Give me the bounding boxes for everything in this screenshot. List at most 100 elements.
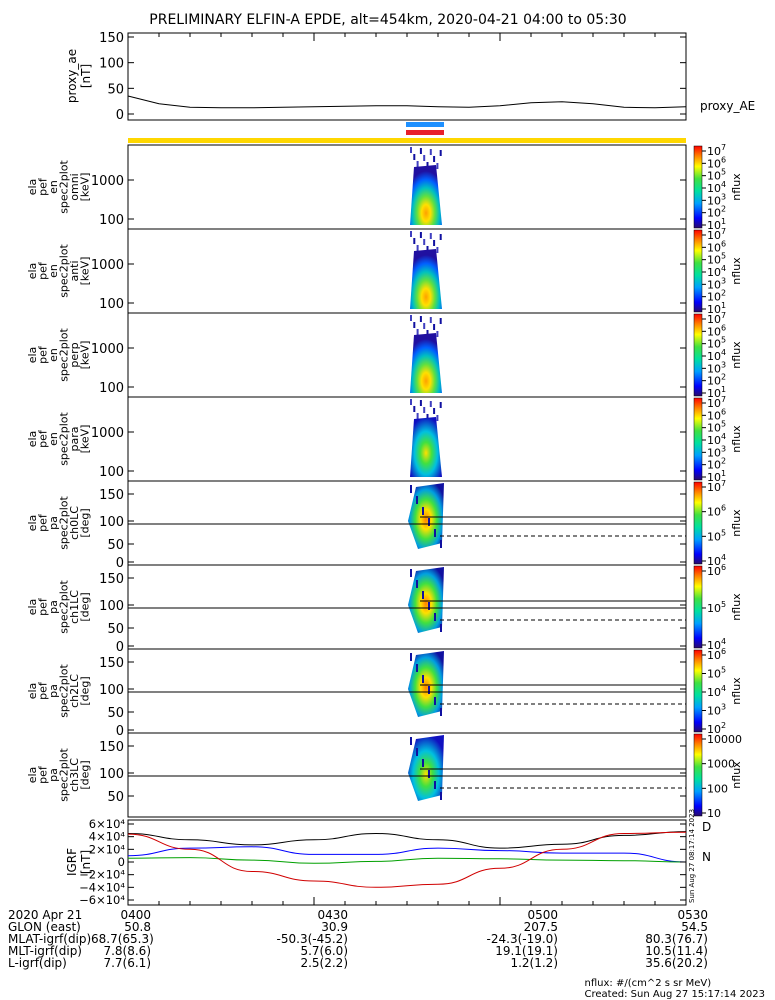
- spec-ytick-label: 100: [99, 683, 124, 698]
- spec-ylabel: pef: [37, 345, 50, 364]
- spec-ylabel: en: [47, 432, 60, 446]
- footer-row-label: 2020 Apr 21: [8, 908, 83, 922]
- spec-ylabel: pef: [37, 681, 50, 700]
- footer-cell: 19.1(19.1): [495, 944, 558, 958]
- spec-ytick-label: 100: [99, 599, 124, 614]
- spec-ylabel: pef: [37, 597, 50, 616]
- colorbar-tick-label: 10000: [707, 733, 742, 746]
- footer-row: GLON (east) 50.8 30.9 207.5 54.5: [8, 921, 768, 933]
- ae-ytick-label: 0: [116, 108, 124, 123]
- spectrogram-panel-en_spec2plot_para: 1000100elapefenspec2plotpara[keV]1071061…: [26, 395, 743, 484]
- spectrogram-data: [408, 651, 444, 717]
- footer-cell: -24.3(-19.0): [486, 932, 558, 946]
- spec-ylabel: pef: [37, 429, 50, 448]
- igrf-series-line: [127, 857, 687, 864]
- footer-cell: 207.5: [523, 920, 558, 934]
- spec-ylabel: [deg]: [79, 592, 92, 621]
- igrf-series-line: [127, 846, 687, 863]
- spec-ylabel: ch0LC: [68, 506, 81, 540]
- spec-ylabel: pa: [47, 516, 60, 530]
- colorbar-tick-label: 100: [707, 782, 728, 795]
- footer-cell: 0430: [317, 908, 348, 922]
- colorbar: [693, 733, 703, 817]
- proxy-ae-legend: proxy_AE: [700, 99, 755, 113]
- spec-ylabel: ela: [26, 347, 39, 364]
- spec-ylabel: pa: [47, 684, 60, 698]
- spec-ylabel: ela: [26, 683, 39, 700]
- spec-ytick-label: 0: [116, 724, 124, 739]
- colorbar: [693, 145, 703, 229]
- spec-ytick-label: 150: [99, 656, 124, 671]
- colorbar: [693, 229, 703, 313]
- footer-cell: 68.7(65.3): [91, 932, 154, 946]
- spec-ylabel: spec2plot: [58, 412, 71, 466]
- spec-ylabel: spec2plot: [58, 580, 71, 634]
- spec-ylabel: spec2plot: [58, 496, 71, 550]
- colorbar-tick-label: 106: [707, 563, 726, 578]
- proxy-ae-yunit: [nT]: [79, 64, 93, 88]
- igrf-legend-n: N: [702, 850, 711, 864]
- footer-row-label: GLON (east): [8, 920, 81, 934]
- colorbar-tick-label: 106: [707, 504, 726, 519]
- colorbar-tick-label: 103: [707, 703, 726, 718]
- igrf-ytick-label: 6×10⁴: [89, 817, 126, 831]
- spec-ylabel: spec2plot: [58, 664, 71, 718]
- spec-ylabel: en: [47, 348, 60, 362]
- science-zone-blue-bar: [406, 122, 444, 127]
- colorbar-label: nflux: [730, 509, 743, 537]
- spec-ytick-label: 1000: [91, 258, 124, 273]
- igrf-ytick-label: 2×10⁴: [89, 842, 126, 856]
- spec-ylabel: spec2plot: [58, 160, 71, 214]
- footer-row-label: MLAT-igrf(dip): [8, 932, 92, 946]
- spec-ytick-label: 1000: [91, 342, 124, 357]
- spec-ytick-label: 150: [99, 488, 124, 503]
- footer-row: L-igrf(dip) 7.7(6.1) 2.5(2.2) 1.2(1.2) 35.6(…: [8, 957, 768, 969]
- created-stamp: Created: Sun Aug 27 15:17:14 2023: [584, 989, 765, 1000]
- figure-title: PRELIMINARY ELFIN-A EPDE, alt=454km, 202…: [149, 12, 626, 28]
- spectrogram-panel-en_spec2plot_anti: 1000100elapefenspec2plotanti[keV]1071061…: [26, 227, 743, 316]
- science-zone-red-bar: [406, 130, 444, 135]
- spec-ylabel: [deg]: [79, 676, 92, 705]
- footer-cell: 50.8: [124, 920, 151, 934]
- spec-ytick-label: 50: [107, 538, 124, 553]
- spec-ylabel: en: [47, 264, 60, 278]
- ae-ytick-label: 100: [99, 57, 124, 72]
- spec-ylabel: pa: [47, 600, 60, 614]
- colorbar-label: nflux: [730, 761, 743, 789]
- colorbar: [693, 397, 703, 481]
- spec-ylabel: ch3LC: [68, 758, 81, 792]
- status-bar-yellow: [128, 138, 686, 143]
- spec-ytick-label: 0: [116, 556, 124, 571]
- spec-ytick-label: 100: [99, 515, 124, 530]
- footer-row: MLAT-igrf(dip) 68.7(65.3) -50.3(-45.2) -24.…: [8, 933, 768, 945]
- spectrogram-data: [408, 483, 444, 549]
- colorbar-tick-label: 106: [707, 647, 726, 662]
- spec-ytick-label: 0: [116, 640, 124, 655]
- spec-ylabel: en: [47, 180, 60, 194]
- igrf-ytick-label: −6×10⁴: [79, 893, 125, 907]
- colorbar: [693, 649, 703, 733]
- spec-ylabel: ela: [26, 263, 39, 280]
- footer-table: 2020 Apr 21 0400 0430 0500 0530 GLON (east) 50…: [8, 909, 768, 981]
- spec-ylabel: spec2plot: [58, 328, 71, 382]
- spec-ylabel: para: [68, 427, 81, 452]
- footer-cell: 80.3(76.7): [645, 932, 708, 946]
- colorbar: [693, 565, 703, 649]
- proxy-ae-ylabel: proxy_ae: [65, 49, 79, 103]
- spectrogram-data: [408, 735, 444, 801]
- footer-row-label: L-igrf(dip): [8, 956, 67, 970]
- spec-ylabel: [deg]: [79, 508, 92, 537]
- colorbar-tick-label: 105: [707, 528, 726, 543]
- footer-row: 2020 Apr 21 0400 0430 0500 0530: [8, 909, 768, 921]
- colorbar-label: nflux: [730, 425, 743, 453]
- footer-cell: 30.9: [321, 920, 348, 934]
- spec-ytick-label: 100: [99, 767, 124, 782]
- spec-ytick-label: 100: [99, 381, 124, 396]
- spec-ylabel: ch1LC: [68, 590, 81, 624]
- igrf-series-line: [127, 831, 687, 888]
- spec-ytick-label: 50: [107, 790, 124, 805]
